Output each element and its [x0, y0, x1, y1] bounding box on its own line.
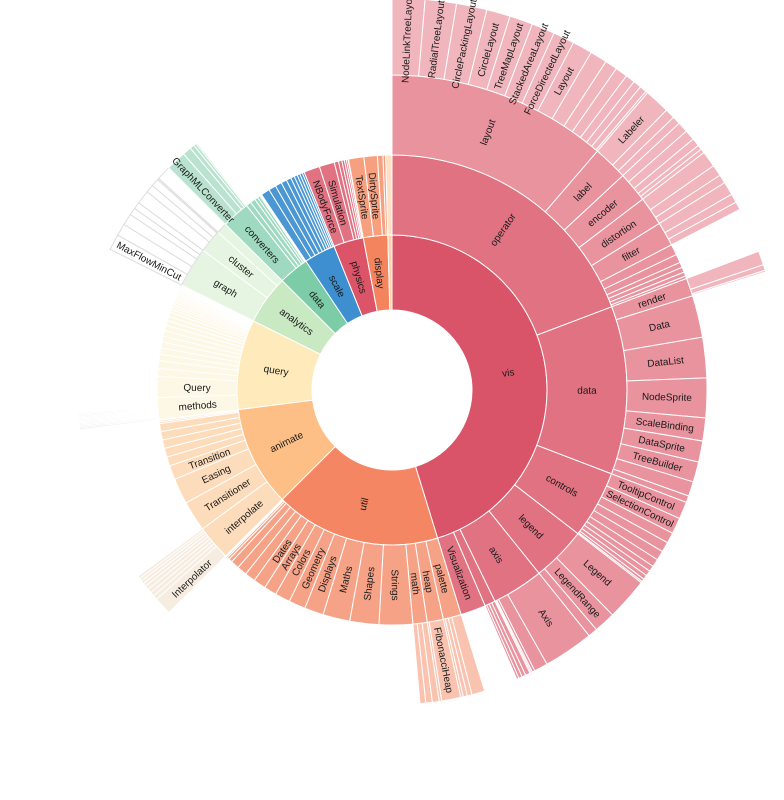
label-math: math: [408, 572, 422, 595]
label-query: Query: [183, 383, 210, 394]
label-heap: heap: [419, 570, 434, 594]
label-node-sprite: NodeSprite: [642, 392, 693, 404]
label-data: data: [577, 386, 597, 397]
label-display: display: [371, 257, 385, 289]
label-strings: Strings: [388, 569, 400, 600]
label-node-link-tree-layout: NodeLinkTreeLayout: [400, 0, 415, 83]
arc-flare-vis[interactable]: [385, 154, 393, 236]
label-data: Data: [648, 319, 672, 335]
label-shapes: Shapes: [362, 566, 377, 601]
label-methods: methods: [178, 400, 217, 414]
label-dirty-sprite: DirtySprite: [366, 172, 381, 220]
label-query: query: [263, 364, 290, 379]
label-vis: vis: [501, 367, 515, 380]
sunburst-arcs: [76, 0, 767, 705]
label-data-list: DataList: [647, 355, 685, 370]
label-util: util: [358, 497, 372, 512]
